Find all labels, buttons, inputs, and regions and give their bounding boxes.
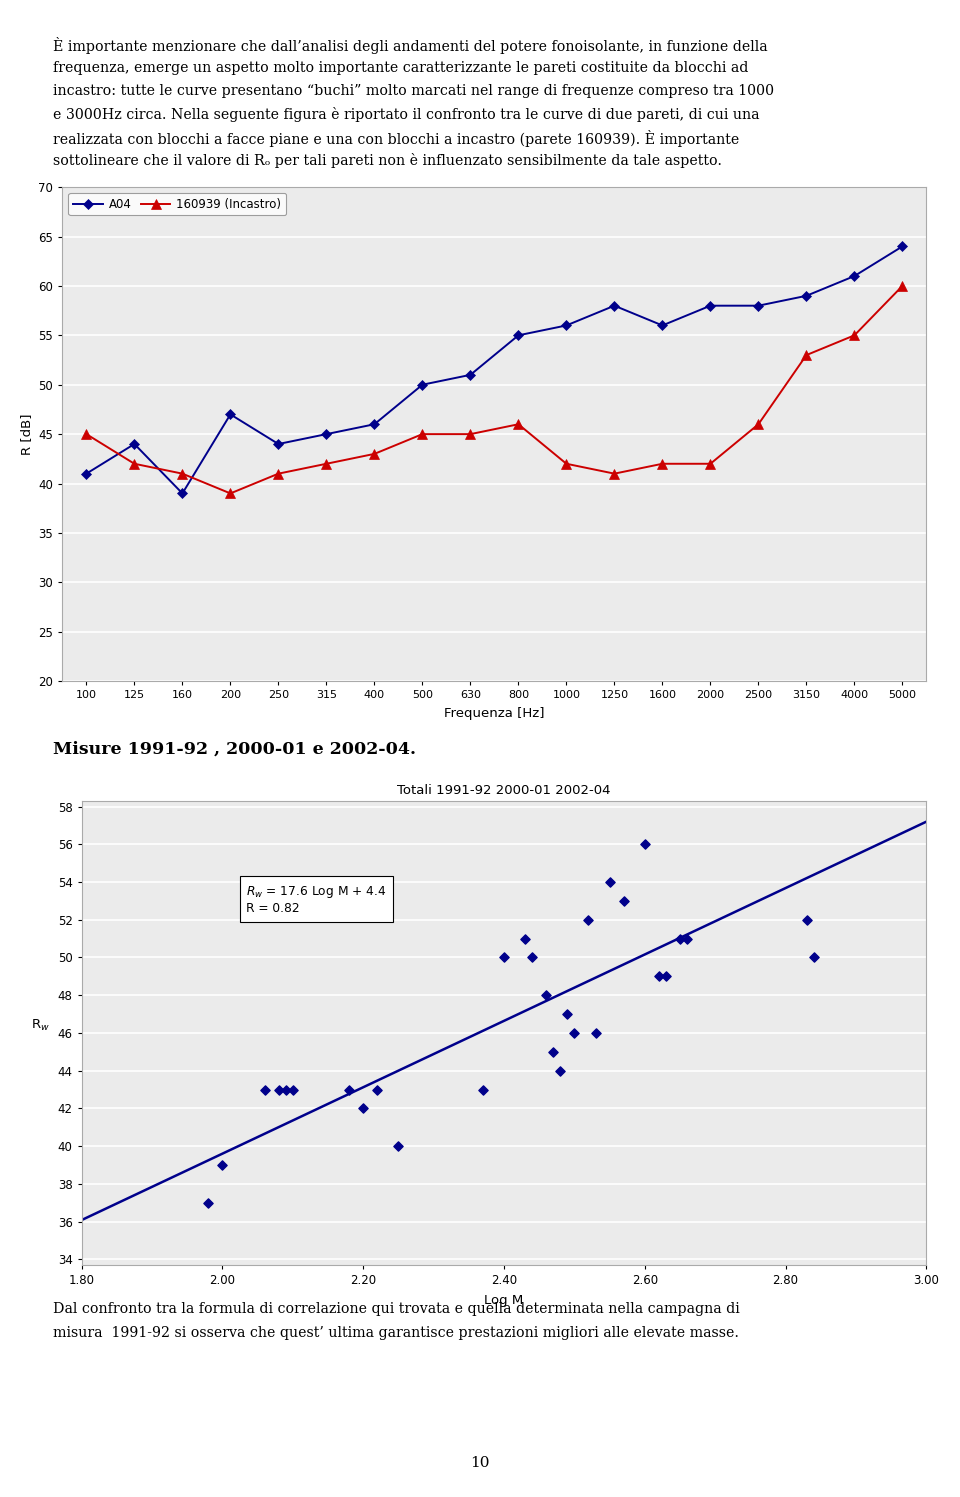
160939 (Incastro) [801,346,812,364]
Line: A04: A04 [83,243,906,497]
160939 (Incastro) [465,425,476,443]
A04 [225,406,236,424]
Point [257,1078,273,1102]
Point [560,1001,575,1025]
Point [637,832,653,856]
A04 [369,415,380,433]
Point [342,1078,357,1102]
Point [566,1021,582,1045]
160939 (Incastro) [609,464,620,482]
A04 [705,296,716,314]
Text: Misure 1991-92 , 2000-01 e 2002-04.: Misure 1991-92 , 2000-01 e 2002-04. [53,741,416,757]
160939 (Incastro) [177,464,188,482]
Point [201,1190,216,1214]
Point [799,907,814,931]
160939 (Incastro) [897,277,908,295]
160939 (Incastro) [657,455,668,473]
160939 (Incastro) [513,415,524,433]
160939 (Incastro) [705,455,716,473]
Text: $R_w$ = 17.6 Log M + 4.4
R = 0.82: $R_w$ = 17.6 Log M + 4.4 R = 0.82 [247,885,387,916]
Point [659,964,674,988]
Text: sottolineare che il valore di Rₒ per tali pareti non è influenzato sensibilmente: sottolineare che il valore di Rₒ per tal… [53,154,722,169]
160939 (Incastro) [81,425,92,443]
Point [496,946,512,970]
A04 [129,436,140,454]
Point [581,907,596,931]
Point [285,1078,300,1102]
Text: misura  1991-92 si osserva che quest’ ultima garantisce prestazioni migliori all: misura 1991-92 si osserva che quest’ ult… [53,1326,739,1340]
Point [539,984,554,1007]
A04 [849,266,860,284]
Text: 10: 10 [470,1457,490,1470]
160939 (Incastro) [417,425,428,443]
Point [672,927,687,951]
Text: frequenza, emerge un aspetto molto importante caratterizzante le pareti costitui: frequenza, emerge un aspetto molto impor… [53,60,748,75]
Point [524,946,540,970]
Point [355,1096,371,1120]
A04 [657,316,668,334]
Text: realizzata con blocchi a facce piane e una con blocchi a incastro (parete 160939: realizzata con blocchi a facce piane e u… [53,130,739,147]
A04 [465,365,476,383]
Point [475,1078,491,1102]
Text: incastro: tutte le curve presentano “buchi” molto marcati nel range di frequenze: incastro: tutte le curve presentano “buc… [53,84,774,97]
Point [271,1078,286,1102]
Point [391,1135,406,1159]
Point [806,946,822,970]
160939 (Incastro) [849,326,860,344]
160939 (Incastro) [273,464,284,482]
A04 [513,326,524,344]
Point [651,964,666,988]
160939 (Incastro) [753,415,764,433]
Y-axis label: R [dB]: R [dB] [20,413,33,455]
Title: Totali 1991-92 2000-01 2002-04: Totali 1991-92 2000-01 2002-04 [397,784,611,796]
Point [278,1078,294,1102]
A04 [321,425,332,443]
A04 [81,464,92,482]
Text: e 3000Hz circa. Nella seguente figura è riportato il confronto tra le curve di d: e 3000Hz circa. Nella seguente figura è … [53,106,759,123]
160939 (Incastro) [369,445,380,463]
Line: 160939 (Incastro): 160939 (Incastro) [82,281,907,499]
A04 [753,296,764,314]
A04 [801,287,812,305]
Point [215,1153,230,1177]
Text: È importante menzionare che dall’analisi degli andamenti del potere fonoisolante: È importante menzionare che dall’analisi… [53,37,767,54]
Point [545,1040,561,1064]
Legend: A04, 160939 (Incastro): A04, 160939 (Incastro) [68,193,286,216]
A04 [273,436,284,454]
Point [616,889,632,913]
X-axis label: Log M: Log M [485,1293,523,1307]
160939 (Incastro) [561,455,572,473]
Y-axis label: R$_w$: R$_w$ [32,1018,50,1033]
Point [588,1021,603,1045]
Point [602,870,617,894]
A04 [609,296,620,314]
Point [553,1058,568,1082]
160939 (Incastro) [225,485,236,503]
Point [680,927,695,951]
A04 [417,376,428,394]
Text: Dal confronto tra la formula di correlazione qui trovata e quella determinata ne: Dal confronto tra la formula di correlaz… [53,1302,739,1316]
X-axis label: Frequenza [Hz]: Frequenza [Hz] [444,707,544,720]
160939 (Incastro) [321,455,332,473]
A04 [561,316,572,334]
Point [517,927,533,951]
160939 (Incastro) [129,455,140,473]
A04 [897,238,908,256]
Point [370,1078,385,1102]
A04 [177,485,188,503]
